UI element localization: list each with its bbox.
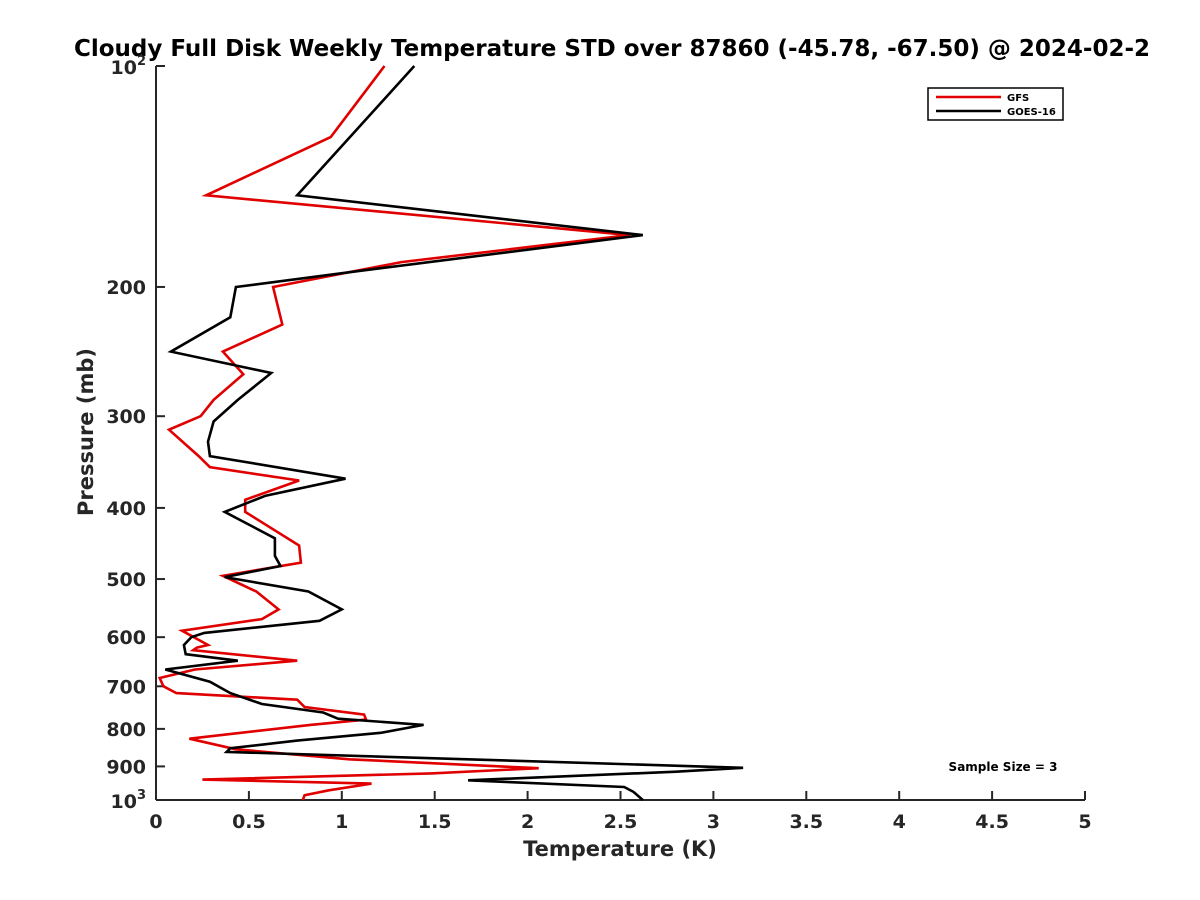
legend-entry-label: GFS (1007, 93, 1029, 104)
x-tick-label: 1 (335, 811, 348, 833)
y-axis-label: Pressure (mb) (74, 348, 98, 516)
y-tick-label: 500 (106, 569, 146, 591)
x-tick-label: 0.5 (232, 811, 266, 833)
y-tick-label: 900 (106, 756, 146, 778)
x-tick-label: 2.5 (604, 811, 638, 833)
sample-size-note: Sample Size = 3 (949, 760, 1058, 774)
y-tick-exponent: 3 (137, 788, 146, 803)
y-tick-label: 700 (106, 676, 146, 698)
y-tick-label: 103 (111, 788, 147, 813)
x-tick-label: 4 (893, 811, 906, 833)
legend: GFS GOES-16 (927, 87, 1064, 121)
y-tick-label: 800 (106, 719, 146, 741)
y-tick-label: 600 (106, 627, 146, 649)
x-tick-label: 3.5 (789, 811, 823, 833)
y-tick-label: 300 (106, 406, 146, 428)
y-tick-base: 10 (111, 791, 137, 813)
y-tick-label: 102 (111, 54, 147, 79)
x-tick-label: 2 (521, 811, 534, 833)
y-tick-exponent: 2 (137, 54, 146, 69)
plot-area: 0 0.5 1 1.5 2 2.5 3 3.5 4 4.5 51022003004005006007… (106, 54, 1091, 833)
x-tick-label: 4.5 (975, 811, 1009, 833)
x-tick-label: 0 (149, 811, 162, 833)
y-tick-label: 200 (106, 277, 146, 299)
x-tick-label: 1.5 (418, 811, 452, 833)
x-axis-label: Temperature (K) (523, 837, 717, 861)
series-line-gfs (157, 65, 630, 801)
x-tick-label: 5 (1078, 811, 1091, 833)
y-tick-base: 10 (111, 57, 137, 79)
y-tick-label: 400 (106, 498, 146, 520)
x-tick-label: 3 (707, 811, 720, 833)
legend-entry-label: GOES-16 (1007, 107, 1056, 118)
series-line-goes-16 (164, 65, 744, 801)
legend-box (927, 87, 1064, 121)
chart-title: Cloudy Full Disk Weekly Temperature STD … (74, 36, 1150, 62)
